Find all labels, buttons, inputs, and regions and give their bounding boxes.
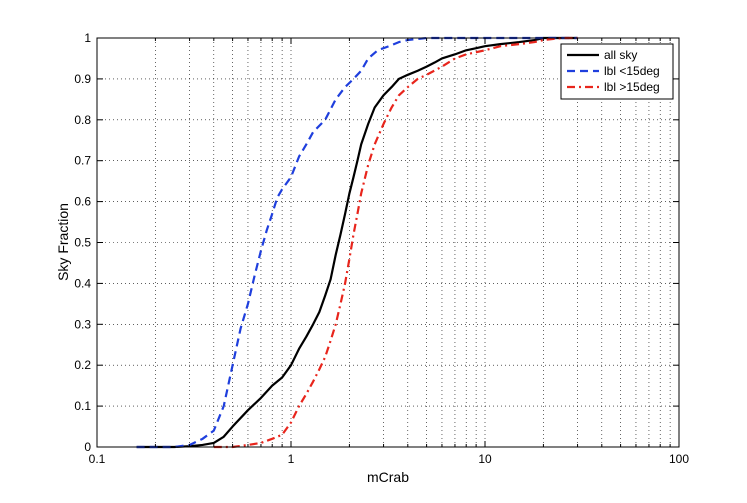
y-tick-label: 0.2 <box>74 358 91 372</box>
axis-ticks <box>96 37 680 448</box>
legend: all sky lbl <15deg lbl >15deg <box>560 43 674 100</box>
series-line-3 <box>213 36 578 449</box>
legend-label-1: all sky <box>604 48 637 62</box>
legend-box <box>560 43 674 100</box>
plot-series <box>136 36 578 449</box>
y-tick-label: 0.6 <box>74 195 91 209</box>
x-tick-label: 10 <box>478 452 492 466</box>
legend-label-2: lbl <15deg <box>604 64 660 78</box>
x-tick-label: 1 <box>288 452 295 466</box>
y-tick-label: 0.7 <box>74 154 91 168</box>
series-line-1 <box>136 36 578 449</box>
y-tick-label: 1 <box>84 31 91 45</box>
y-tick-label: 0.8 <box>74 113 91 127</box>
y-tick-labels: 0 0.1 0.2 0.3 0.4 0.5 0.6 0.7 0.8 0.9 1 <box>74 31 91 454</box>
y-tick-label: 0.9 <box>74 72 91 86</box>
y-tick-label: 0.1 <box>74 399 91 413</box>
y-axis-title: Sky Fraction <box>55 203 71 281</box>
y-tick-label: 0.5 <box>74 236 91 250</box>
x-tick-label: 100 <box>669 452 689 466</box>
x-tick-labels: 0.1 1 10 100 <box>89 452 690 466</box>
legend-entries: all sky lbl <15deg lbl >15deg <box>567 48 660 94</box>
x-axis-title: mCrab <box>367 469 409 485</box>
series-line-2 <box>136 36 578 449</box>
y-tick-label: 0 <box>84 440 91 454</box>
legend-label-3: lbl >15deg <box>604 80 660 94</box>
y-tick-label: 0.3 <box>74 317 91 331</box>
x-tick-label: 0.1 <box>89 452 106 466</box>
y-tick-label: 0.4 <box>74 276 91 290</box>
